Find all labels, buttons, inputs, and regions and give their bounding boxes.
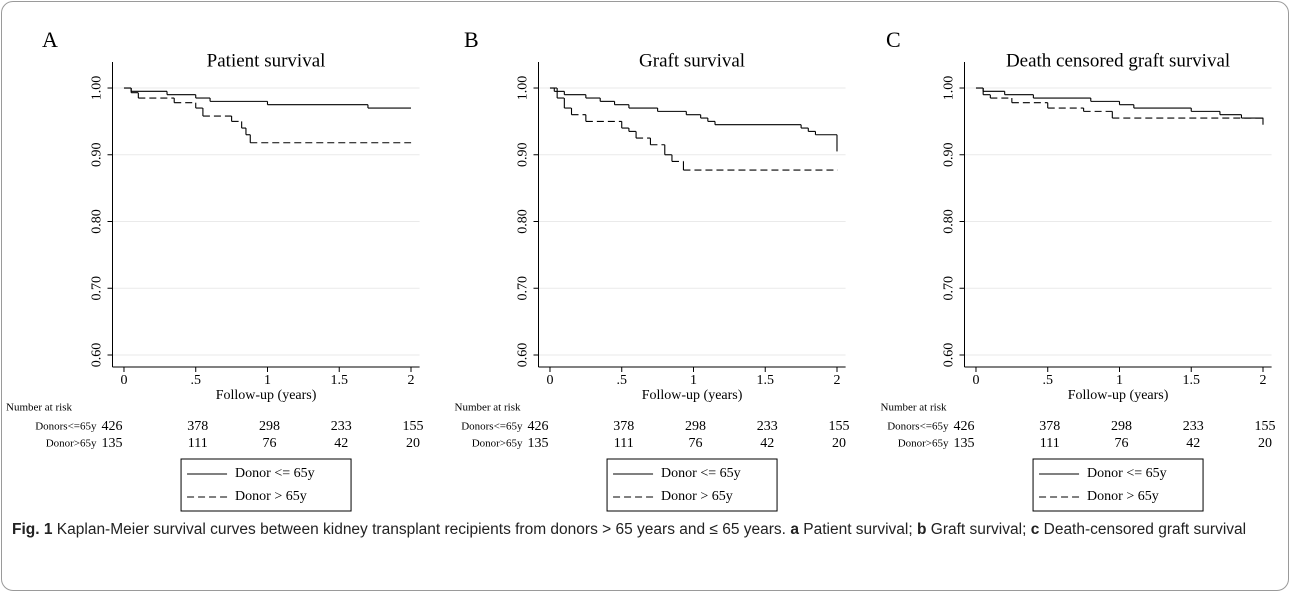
risk-count: 20 [832, 436, 846, 451]
risk-count: 155 [1254, 419, 1275, 434]
risk-count: 378 [1039, 419, 1060, 434]
risk-count: 233 [331, 419, 352, 434]
risk-count: 76 [688, 436, 702, 451]
risk-count: 42 [760, 436, 774, 451]
y-tick-label: 0.80 [942, 209, 957, 234]
risk-count: 111 [1040, 436, 1060, 451]
legend-box [180, 458, 352, 512]
x-tick-label: 1 [264, 373, 271, 388]
y-tick-label: 0.60 [942, 343, 957, 368]
risk-count: 135 [953, 436, 974, 451]
caption-item-text: Graft survival; [930, 521, 1027, 538]
y-tick-label: 0.90 [942, 143, 957, 168]
risk-count: 426 [101, 419, 122, 434]
risk-count: 20 [1258, 436, 1272, 451]
chart-title: Death censored graft survival [1006, 50, 1230, 71]
risk-table-title: Number at risk [455, 402, 521, 414]
x-tick-label: 1.5 [1182, 373, 1200, 388]
caption-item-label: b [916, 521, 927, 538]
y-tick-label: 0.70 [516, 276, 531, 301]
risk-table-title: Number at risk [881, 402, 947, 414]
x-tick-label: 1 [690, 373, 697, 388]
risk-count: 42 [1186, 436, 1200, 451]
x-tick-label: .5 [190, 373, 201, 388]
y-tick-label: 0.70 [90, 276, 105, 301]
risk-count: 76 [1114, 436, 1128, 451]
risk-count: 155 [402, 419, 423, 434]
x-tick-label: 0 [120, 373, 127, 388]
y-tick-label: 0.90 [90, 143, 105, 168]
risk-count: 155 [828, 419, 849, 434]
caption: Fig. 1 Kaplan-Meier survival curves betw… [12, 518, 1272, 542]
x-axis-label: Follow-up (years) [216, 388, 317, 403]
caption-item-text: Patient survival; [803, 521, 913, 538]
x-tick-label: 1.5 [330, 373, 348, 388]
risk-count: 426 [527, 419, 548, 434]
caption-item-label: c [1030, 521, 1040, 538]
risk-row-label: Donors<=65y [887, 421, 949, 433]
x-tick-label: 2 [833, 373, 840, 388]
risk-count: 378 [613, 419, 634, 434]
risk-row-label: Donors<=65y [461, 421, 523, 433]
chart-title: Graft survival [639, 50, 745, 71]
y-tick-label: 0.80 [90, 209, 105, 234]
y-tick-label: 0.70 [942, 276, 957, 301]
legend-label: Donor <= 65y [661, 466, 741, 481]
chart-title: Patient survival [207, 50, 326, 71]
x-tick-label: 0 [972, 373, 979, 388]
risk-count: 111 [614, 436, 634, 451]
risk-table-title: Number at risk [6, 402, 72, 414]
caption-label: Fig. 1 [12, 521, 53, 538]
panel-letter: B [464, 27, 479, 52]
x-tick-label: .5 [616, 373, 627, 388]
caption-item-label: a [790, 521, 799, 538]
caption-text: Kaplan-Meier survival curves between kid… [56, 521, 786, 538]
legend-label: Donor <= 65y [1087, 466, 1167, 481]
risk-row-label: Donor>65y [898, 438, 949, 450]
legend-label: Donor <= 65y [235, 466, 315, 481]
risk-count: 111 [188, 436, 208, 451]
x-axis-label: Follow-up (years) [642, 388, 743, 403]
y-tick-label: 1.00 [90, 76, 105, 101]
risk-count: 233 [1183, 419, 1204, 434]
risk-count: 20 [406, 436, 420, 451]
y-tick-label: 0.80 [516, 209, 531, 234]
x-tick-label: 1.5 [756, 373, 774, 388]
risk-count: 135 [527, 436, 548, 451]
risk-count: 233 [757, 419, 778, 434]
legend-label: Donor > 65y [1087, 489, 1159, 504]
risk-count: 378 [187, 419, 208, 434]
legend-label: Donor > 65y [661, 489, 733, 504]
legend-box [1032, 458, 1204, 512]
y-tick-label: 0.90 [516, 143, 531, 168]
risk-count: 76 [262, 436, 276, 451]
risk-row-label: Donors<=65y [35, 421, 97, 433]
x-tick-label: 1 [1116, 373, 1123, 388]
risk-count: 426 [953, 419, 974, 434]
panel-letter: A [42, 27, 58, 52]
y-tick-label: 1.00 [942, 76, 957, 101]
risk-count: 298 [685, 419, 706, 434]
x-tick-label: 2 [407, 373, 414, 388]
risk-count: 298 [1111, 419, 1132, 434]
x-tick-label: 2 [1259, 373, 1266, 388]
y-tick-label: 1.00 [516, 76, 531, 101]
figure: A Patient survival 0.60 0.70 0.80 0.90 1.00 0 .5… [6, 27, 1275, 512]
legend-box [606, 458, 778, 512]
risk-row-label: Donor>65y [472, 438, 523, 450]
y-tick-label: 0.60 [516, 343, 531, 368]
risk-row-label: Donor>65y [46, 438, 97, 450]
risk-count: 298 [259, 419, 280, 434]
caption-item-text: Death-censored graft survival [1043, 521, 1247, 538]
risk-count: 42 [334, 436, 348, 451]
x-axis-label: Follow-up (years) [1068, 388, 1169, 403]
x-tick-label: .5 [1042, 373, 1053, 388]
legend-label: Donor > 65y [235, 489, 307, 504]
y-tick-label: 0.60 [90, 343, 105, 368]
x-tick-label: 0 [546, 373, 553, 388]
panel-letter: C [886, 27, 901, 52]
risk-count: 135 [101, 436, 122, 451]
